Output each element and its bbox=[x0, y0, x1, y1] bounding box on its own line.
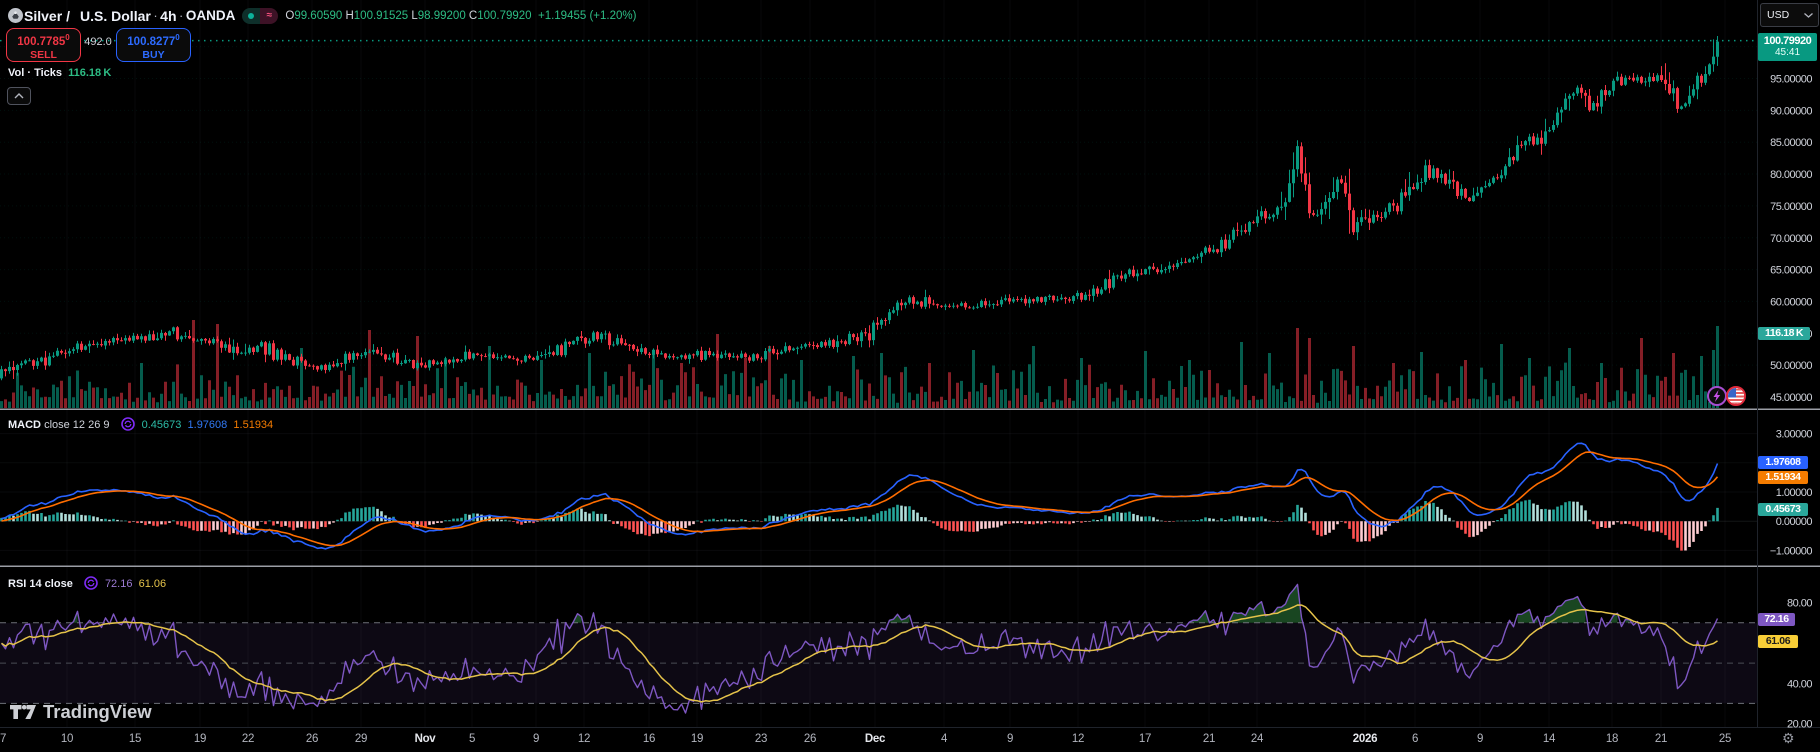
svg-text:0.00000: 0.00000 bbox=[1776, 516, 1813, 528]
svg-text:21: 21 bbox=[1655, 733, 1667, 745]
svg-text:26: 26 bbox=[804, 733, 816, 745]
svg-text:23: 23 bbox=[755, 733, 767, 745]
svg-text:5: 5 bbox=[469, 733, 475, 745]
svg-text:9: 9 bbox=[1477, 733, 1483, 745]
svg-text:10: 10 bbox=[61, 733, 73, 745]
svg-text:16: 16 bbox=[643, 733, 655, 745]
svg-text:12: 12 bbox=[1072, 733, 1084, 745]
svg-text:29: 29 bbox=[355, 733, 367, 745]
svg-text:26: 26 bbox=[306, 733, 318, 745]
svg-text:6: 6 bbox=[1412, 733, 1418, 745]
svg-text:2026: 2026 bbox=[1353, 733, 1377, 745]
svg-text:9: 9 bbox=[533, 733, 539, 745]
svg-text:19: 19 bbox=[691, 733, 703, 745]
svg-text:40.00: 40.00 bbox=[1787, 678, 1812, 690]
svg-text:90.00000: 90.00000 bbox=[1770, 105, 1812, 117]
svg-text:9: 9 bbox=[1007, 733, 1013, 745]
svg-text:12: 12 bbox=[578, 733, 590, 745]
svg-text:3.00000: 3.00000 bbox=[1776, 429, 1813, 441]
svg-text:−1.00000: −1.00000 bbox=[1770, 545, 1813, 557]
svg-text:20.00: 20.00 bbox=[1787, 719, 1812, 731]
svg-text:25: 25 bbox=[1719, 733, 1731, 745]
svg-text:17: 17 bbox=[1139, 733, 1151, 745]
svg-text:21: 21 bbox=[1203, 733, 1215, 745]
svg-text:24: 24 bbox=[1251, 733, 1264, 745]
svg-text:7: 7 bbox=[0, 733, 6, 745]
svg-text:Dec: Dec bbox=[865, 733, 886, 745]
svg-text:65.00000: 65.00000 bbox=[1770, 265, 1812, 277]
svg-text:14: 14 bbox=[1543, 733, 1556, 745]
svg-text:Nov: Nov bbox=[415, 733, 437, 745]
svg-text:15: 15 bbox=[129, 733, 141, 745]
svg-text:1.00000: 1.00000 bbox=[1776, 487, 1813, 499]
svg-text:80.00000: 80.00000 bbox=[1770, 169, 1812, 181]
svg-text:18: 18 bbox=[1606, 733, 1618, 745]
svg-text:19: 19 bbox=[194, 733, 206, 745]
svg-text:95.00000: 95.00000 bbox=[1770, 74, 1812, 86]
svg-text:4: 4 bbox=[941, 733, 948, 745]
svg-text:70.00000: 70.00000 bbox=[1770, 233, 1812, 245]
svg-text:60.00000: 60.00000 bbox=[1770, 296, 1812, 308]
svg-text:75.00000: 75.00000 bbox=[1770, 201, 1812, 213]
svg-text:45.00000: 45.00000 bbox=[1770, 392, 1812, 404]
svg-text:80.00: 80.00 bbox=[1787, 598, 1812, 610]
svg-text:85.00000: 85.00000 bbox=[1770, 137, 1812, 149]
svg-text:22: 22 bbox=[242, 733, 254, 745]
svg-text:50.00000: 50.00000 bbox=[1770, 360, 1812, 372]
